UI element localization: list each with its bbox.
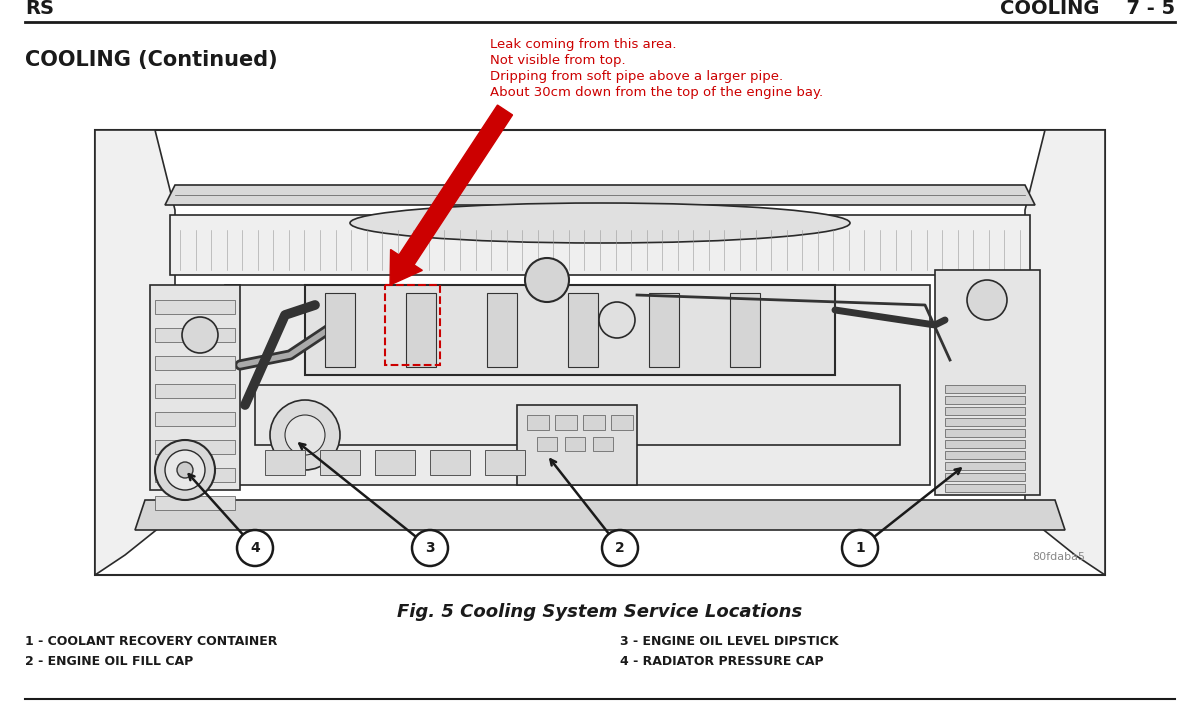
Bar: [946, 440, 1025, 448]
Text: 3: 3: [425, 541, 434, 555]
Bar: [946, 484, 1025, 492]
Circle shape: [238, 530, 274, 566]
Bar: [256, 385, 900, 445]
Bar: [406, 293, 436, 367]
Text: Dripping from soft pipe above a larger pipe.: Dripping from soft pipe above a larger p…: [490, 70, 784, 83]
Bar: [95, 130, 1105, 575]
Circle shape: [178, 462, 193, 478]
Text: 1: 1: [856, 541, 865, 555]
Bar: [155, 384, 235, 398]
Bar: [554, 415, 577, 430]
Bar: [485, 450, 526, 475]
Bar: [946, 451, 1025, 459]
Bar: [946, 473, 1025, 481]
Ellipse shape: [350, 203, 850, 243]
Circle shape: [182, 317, 218, 353]
Bar: [374, 450, 415, 475]
Bar: [946, 407, 1025, 415]
Text: RS: RS: [25, 0, 54, 18]
Bar: [565, 437, 586, 451]
Text: About 30cm down from the top of the engine bay.: About 30cm down from the top of the engi…: [490, 86, 823, 99]
Circle shape: [599, 302, 635, 338]
Text: 4 - RADIATOR PRESSURE CAP: 4 - RADIATOR PRESSURE CAP: [620, 655, 823, 668]
Bar: [611, 415, 634, 430]
Bar: [155, 300, 235, 314]
Bar: [538, 437, 557, 451]
Bar: [265, 450, 305, 475]
Bar: [593, 437, 613, 451]
Circle shape: [967, 280, 1007, 320]
Bar: [155, 328, 235, 342]
Polygon shape: [95, 130, 175, 575]
Bar: [155, 496, 235, 510]
Bar: [946, 385, 1025, 393]
Bar: [325, 293, 355, 367]
Text: 1 - COOLANT RECOVERY CONTAINER: 1 - COOLANT RECOVERY CONTAINER: [25, 635, 277, 648]
Circle shape: [166, 450, 205, 490]
Bar: [487, 293, 517, 367]
Circle shape: [842, 530, 878, 566]
Bar: [935, 270, 1040, 495]
Bar: [730, 293, 760, 367]
Text: 3 - ENGINE OIL LEVEL DIPSTICK: 3 - ENGINE OIL LEVEL DIPSTICK: [620, 635, 839, 648]
Text: COOLING    7 - 5: COOLING 7 - 5: [1000, 0, 1175, 18]
Polygon shape: [170, 215, 1030, 275]
Text: Leak coming from this area.: Leak coming from this area.: [490, 38, 677, 51]
Bar: [527, 415, 550, 430]
Circle shape: [602, 530, 638, 566]
Bar: [150, 285, 240, 490]
Bar: [430, 450, 470, 475]
Text: 2 - ENGINE OIL FILL CAP: 2 - ENGINE OIL FILL CAP: [25, 655, 193, 668]
Bar: [649, 293, 679, 367]
Bar: [155, 468, 235, 482]
Polygon shape: [134, 500, 1066, 530]
Bar: [155, 440, 235, 454]
Text: COOLING (Continued): COOLING (Continued): [25, 50, 277, 70]
Text: 80fdaba5: 80fdaba5: [1032, 552, 1085, 562]
Bar: [568, 293, 598, 367]
Polygon shape: [1025, 130, 1105, 575]
Circle shape: [526, 258, 569, 302]
Bar: [305, 285, 835, 375]
Bar: [320, 450, 360, 475]
Bar: [226, 285, 930, 485]
Bar: [155, 356, 235, 370]
Bar: [583, 415, 605, 430]
Circle shape: [155, 440, 215, 500]
Bar: [946, 396, 1025, 404]
Circle shape: [286, 415, 325, 455]
Bar: [946, 418, 1025, 426]
Polygon shape: [166, 185, 1034, 205]
Text: 2: 2: [616, 541, 625, 555]
Text: Not visible from top.: Not visible from top.: [490, 54, 625, 67]
Text: Fig. 5 Cooling System Service Locations: Fig. 5 Cooling System Service Locations: [397, 603, 803, 621]
Circle shape: [412, 530, 448, 566]
Text: 4: 4: [250, 541, 260, 555]
Bar: [155, 412, 235, 426]
Bar: [385, 285, 440, 365]
Bar: [946, 429, 1025, 437]
Bar: [946, 462, 1025, 470]
Circle shape: [270, 400, 340, 470]
FancyArrow shape: [390, 105, 512, 285]
Bar: [517, 405, 637, 485]
